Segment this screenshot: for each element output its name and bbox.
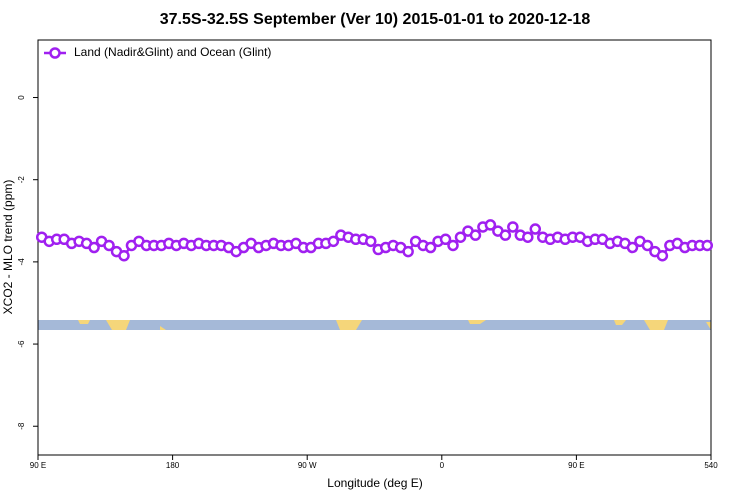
y-tick-label: -6 <box>17 340 26 348</box>
legend-label: Land (Nadir&Glint) and Ocean (Glint) <box>74 45 271 59</box>
x-tick-label: 90 E <box>30 461 46 470</box>
y-tick-label: -2 <box>17 176 26 184</box>
data-point <box>447 239 459 252</box>
x-axis-label: Longitude (deg E) <box>327 476 422 490</box>
data-point <box>88 241 100 254</box>
y-tick-label: 0 <box>17 95 26 100</box>
legend-marker <box>49 47 61 59</box>
data-point <box>439 233 452 246</box>
data-point <box>529 223 542 235</box>
x-tick-label: 90 W <box>298 461 317 470</box>
x-tick-label: 0 <box>440 461 445 470</box>
x-tick-label: 90 E <box>568 461 584 470</box>
data-point <box>626 241 639 254</box>
map-strip <box>38 320 711 330</box>
data-point <box>424 241 437 254</box>
x-tick-label: 180 <box>166 461 180 470</box>
data-point <box>327 235 340 248</box>
y-tick-label: -8 <box>17 422 26 430</box>
data-point <box>522 231 534 243</box>
data-point <box>454 231 467 243</box>
y-tick-label: -4 <box>17 258 26 266</box>
x-tick-label: 540 <box>704 461 718 470</box>
data-point <box>469 229 482 241</box>
y-axis-label: XCO2 - MLO trend (ppm) <box>1 180 15 315</box>
data-point <box>103 239 115 252</box>
data-point <box>402 245 414 258</box>
data-point <box>656 249 669 262</box>
data-point <box>365 235 377 248</box>
data-point <box>701 239 714 252</box>
data-point <box>641 239 654 252</box>
chart-title: 37.5S-32.5S September (Ver 10) 2015-01-0… <box>160 11 591 28</box>
data-point <box>118 249 130 262</box>
data-point <box>499 229 512 241</box>
data-point <box>507 221 519 233</box>
data-point <box>484 219 497 231</box>
